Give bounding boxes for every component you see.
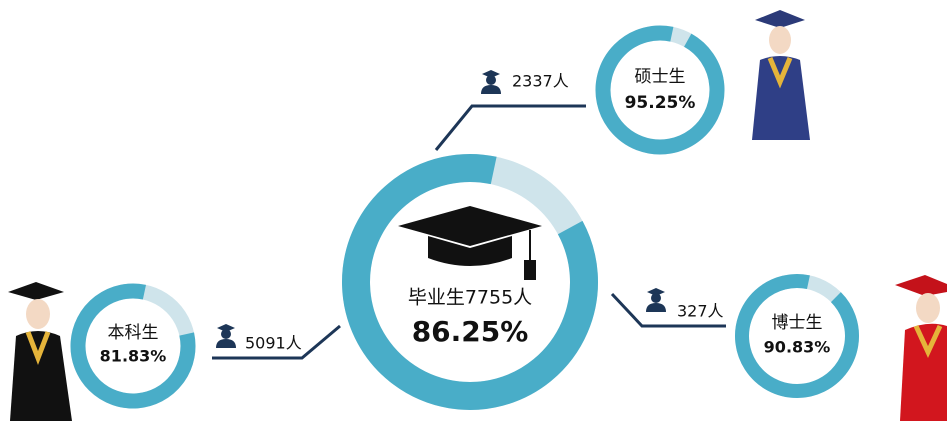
- donut-value-label: 90.83%: [764, 338, 831, 357]
- donut-value-label: 95.25%: [625, 93, 696, 113]
- donut-value-label: 81.83%: [100, 347, 167, 366]
- graduate-figure: [895, 275, 947, 421]
- mortarboard-icon: [398, 206, 542, 280]
- donut-title: 硕士生: [635, 67, 686, 87]
- donut-value-label: 86.25%: [412, 315, 529, 348]
- donut-title: 本科生: [108, 323, 159, 343]
- person-icon: [481, 70, 501, 94]
- graduate-figure: [8, 282, 72, 421]
- count-label: 327人: [677, 302, 724, 321]
- donut-arc: [70, 283, 196, 409]
- count-label: 2337人: [512, 72, 569, 91]
- connector: [212, 324, 341, 360]
- count-label: 5091人: [245, 334, 302, 353]
- person-icon: [646, 288, 666, 312]
- graduate-figure: [752, 10, 810, 140]
- donut-arc: [342, 154, 598, 410]
- connector: [610, 292, 726, 328]
- person-icons: [216, 70, 666, 348]
- person-icon: [216, 324, 236, 348]
- connectors: [212, 104, 726, 360]
- donut-title: 毕业生7755人: [408, 287, 532, 309]
- donut-arc: [735, 274, 859, 398]
- donut-title: 博士生: [772, 313, 823, 333]
- connector: [434, 104, 586, 151]
- donut-arc: [595, 25, 725, 155]
